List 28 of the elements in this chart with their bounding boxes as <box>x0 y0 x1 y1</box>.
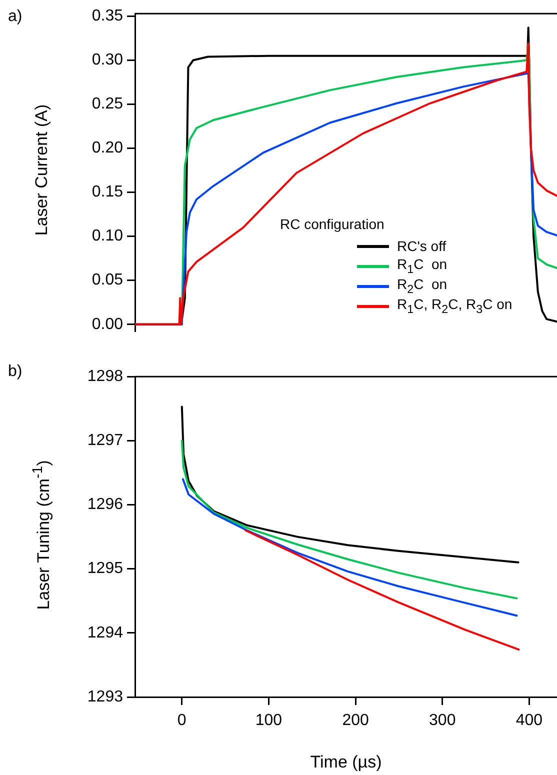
y-tick-label: 0.05 <box>92 272 124 289</box>
text: a) <box>8 8 22 26</box>
y-tick-label: 0.25 <box>92 96 124 113</box>
y-tick-label: 0.00 <box>92 316 124 333</box>
text: b) <box>8 363 22 381</box>
x-tick-label: 0 <box>177 712 186 730</box>
y-tick-label: 1293 <box>87 688 124 706</box>
y-tick-label: 0.30 <box>92 52 124 69</box>
y-tick-label: 1296 <box>87 496 124 514</box>
y-tick-label: 1295 <box>87 560 124 578</box>
y-tick-label: 1298 <box>87 368 124 386</box>
legend-title: RC configuration <box>280 216 386 234</box>
legend-label: R$_{1}$C on <box>397 256 448 276</box>
y-tick-label: 0.20 <box>92 140 124 157</box>
x-tick-label: 400 <box>516 712 543 730</box>
y-tick-label: 0.10 <box>92 228 124 245</box>
legend-label: R$_{2}$C on <box>397 276 448 296</box>
y-tick-label: 0.35 <box>92 8 124 25</box>
legend-label: RC's off <box>397 238 446 254</box>
y-tick-label: 1297 <box>87 432 124 450</box>
y-tick-label: 1294 <box>87 624 124 642</box>
x-tick-label: 300 <box>429 712 456 730</box>
y-axis-title: Laser Current (A) <box>32 104 52 236</box>
x-tick-label: 100 <box>255 712 282 730</box>
x-tick-label: 200 <box>342 712 369 730</box>
y-tick-label: 0.15 <box>92 184 124 201</box>
legend-label: R$_{1}$C, R$_{2}$C, R$_{3}$C on <box>397 296 512 316</box>
x-axis-title: Time (µs) <box>310 752 382 772</box>
